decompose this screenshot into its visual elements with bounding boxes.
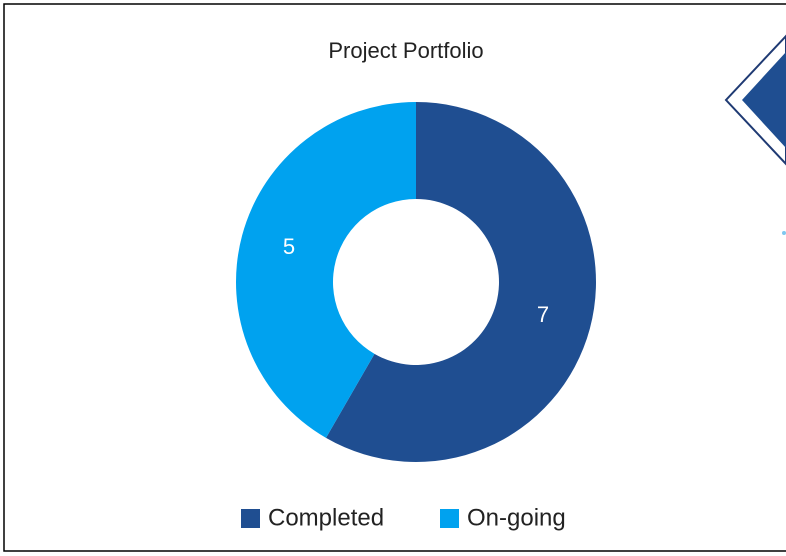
donut-slice	[326, 102, 596, 462]
donut-slice	[235, 102, 416, 438]
frame	[3, 3, 786, 552]
legend-label: Completed	[268, 504, 384, 531]
data-label: 5	[283, 234, 295, 259]
diamond-fill	[742, 52, 786, 148]
legend-label: On-going	[467, 504, 566, 531]
decoration	[724, 34, 786, 235]
chart-title: Project Portfolio	[328, 38, 483, 63]
dot	[782, 231, 786, 235]
legend-swatch	[440, 509, 459, 528]
data-label: 7	[537, 302, 549, 327]
legend-swatch	[241, 509, 260, 528]
